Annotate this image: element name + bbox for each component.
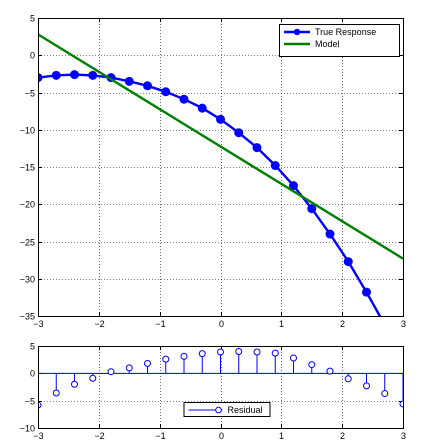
legend-box xyxy=(183,402,271,417)
grid xyxy=(38,18,403,316)
legend: True Response Model xyxy=(279,24,400,57)
stem-marker xyxy=(144,359,151,367)
legend-item-1: Residual xyxy=(188,405,263,415)
x-tick-label: −1 xyxy=(155,431,165,441)
y-tick-label: 0 xyxy=(30,369,35,379)
data-layer xyxy=(38,33,403,316)
data-point xyxy=(252,143,262,153)
stem-marker xyxy=(271,349,279,357)
y-tick-label: −5 xyxy=(25,397,35,407)
x-tick-label: 0 xyxy=(219,319,224,329)
data-point xyxy=(270,161,280,171)
x-tick-label: −1 xyxy=(155,319,165,329)
axes-frame xyxy=(38,346,404,429)
axes-frame xyxy=(38,18,404,317)
legend-label: True Response xyxy=(315,27,376,37)
data-point xyxy=(179,94,189,104)
stem-marker xyxy=(71,380,78,388)
y-tick-label: 5 xyxy=(30,342,35,352)
stem-marker xyxy=(363,382,370,390)
legend-marker xyxy=(215,406,222,414)
legend-label: Residual xyxy=(228,405,263,415)
y-tick-label: −25 xyxy=(20,238,35,248)
stem-marker xyxy=(162,355,170,363)
x-tick-label: 1 xyxy=(279,431,284,441)
data-point xyxy=(216,114,225,124)
legend: Residual xyxy=(183,402,271,417)
x-tick-label: −3 xyxy=(33,431,43,441)
x-tick-label: 0 xyxy=(219,431,224,441)
legend-item-2: Model xyxy=(284,39,340,49)
x-tick-label: 2 xyxy=(340,319,345,329)
x-tick-label: 1 xyxy=(279,319,284,329)
y-tick-label: −35 xyxy=(20,312,35,322)
axes-background xyxy=(38,18,403,316)
y-tick-label: −5 xyxy=(25,89,35,99)
legend-label: Model xyxy=(315,39,340,49)
data-point xyxy=(325,229,335,239)
x-tick-label: −2 xyxy=(94,431,104,441)
x-tick-label: −3 xyxy=(33,319,43,329)
data-point xyxy=(289,181,298,191)
stem-marker xyxy=(399,400,403,408)
data-point xyxy=(307,204,317,214)
y-tick-label: −20 xyxy=(20,200,35,210)
stem-marker xyxy=(180,352,188,360)
stem-marker xyxy=(326,367,334,375)
stem-marker xyxy=(217,348,224,356)
legend-marker xyxy=(293,28,301,36)
data-point xyxy=(161,87,171,97)
y-tick-label: −30 xyxy=(20,275,35,285)
legend-item-1: True Response xyxy=(284,27,376,37)
stem-marker xyxy=(381,390,389,398)
data-point xyxy=(343,257,353,267)
legend-box xyxy=(279,24,400,57)
data-point xyxy=(88,70,98,80)
data-point xyxy=(234,128,244,138)
x-tick-label: 2 xyxy=(340,431,345,441)
stem-marker xyxy=(125,364,133,372)
series-line-2 xyxy=(38,33,403,260)
y-tick-label: −15 xyxy=(20,163,35,173)
stem-marker xyxy=(198,350,206,358)
stem-marker xyxy=(52,389,60,397)
data-layer xyxy=(38,347,403,409)
y-tick-label: 0 xyxy=(30,51,35,61)
x-tick-label: 3 xyxy=(401,319,406,329)
data-point xyxy=(70,70,79,80)
data-point xyxy=(197,103,207,113)
x-tick-label: −2 xyxy=(94,319,104,329)
stem-marker xyxy=(235,347,243,355)
stem-marker xyxy=(290,354,297,362)
data-point xyxy=(51,70,61,80)
x-tick-label: 3 xyxy=(401,431,406,441)
data-point xyxy=(143,81,152,91)
stem-marker xyxy=(344,375,352,383)
data-point xyxy=(362,287,371,297)
stem-marker xyxy=(107,368,115,376)
stem-marker xyxy=(89,374,97,382)
stem-marker xyxy=(253,348,261,356)
y-tick-label: −10 xyxy=(20,126,35,136)
data-point xyxy=(124,76,134,86)
y-tick-label: 5 xyxy=(30,14,35,24)
stem-marker xyxy=(308,361,316,369)
y-tick-label: −10 xyxy=(20,424,35,434)
